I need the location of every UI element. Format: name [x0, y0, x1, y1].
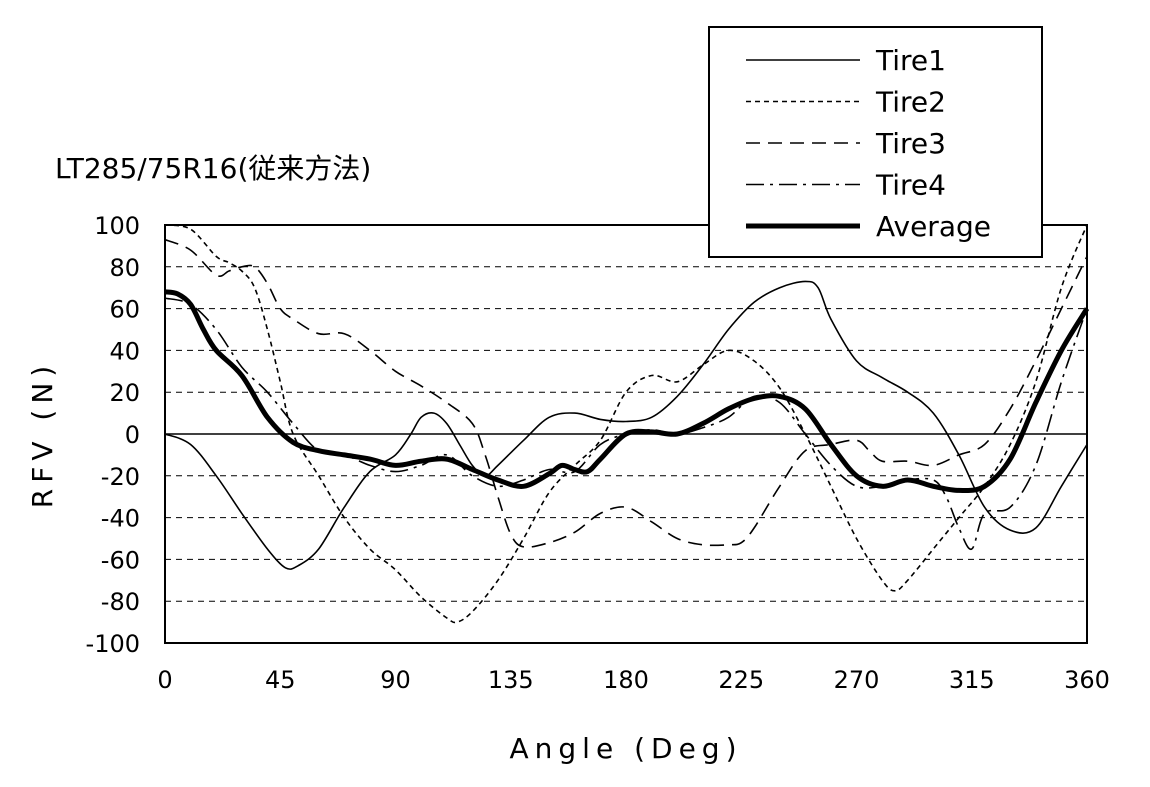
x-tick-label: 45: [265, 666, 296, 694]
y-tick-label: -40: [101, 505, 140, 533]
x-tick-label: 0: [157, 666, 172, 694]
y-tick-label: 60: [109, 296, 140, 324]
legend-label: Tire1: [875, 44, 946, 77]
x-tick-label: 270: [834, 666, 880, 694]
x-tick-label: 90: [380, 666, 411, 694]
x-tick-label: 360: [1064, 666, 1110, 694]
y-tick-label: 100: [94, 212, 140, 240]
legend-label: Tire2: [875, 86, 946, 119]
y-tick-label: 20: [109, 379, 140, 407]
y-tick-label: -60: [101, 546, 140, 574]
x-tick-label: 315: [949, 666, 995, 694]
y-tick-label: -20: [101, 463, 140, 491]
legend-label: Tire4: [875, 169, 946, 202]
legend-label: Average: [876, 210, 991, 243]
chart-title: LT285/75R16(従来方法): [55, 152, 371, 185]
y-tick-labels: 100 80 60 40 20 0 -20 -40 -60 -80 -100: [86, 212, 140, 658]
y-tick-label: -100: [86, 630, 140, 658]
y-tick-label: 80: [109, 254, 140, 282]
x-tick-labels: 0 45 90 135 180 225 270 315 360: [157, 666, 1110, 694]
legend: Tire1 Tire2 Tire3 Tire4 Average: [709, 27, 1042, 257]
x-tick-label: 225: [718, 666, 764, 694]
y-tick-label: 0: [125, 421, 140, 449]
y-tick-label: 40: [109, 337, 140, 365]
y-axis-title: RFV (N): [26, 360, 59, 508]
x-axis-title: Angle (Deg): [510, 732, 743, 765]
x-tick-label: 180: [603, 666, 649, 694]
y-tick-label: -80: [101, 588, 140, 616]
legend-label: Tire3: [875, 127, 946, 160]
x-tick-label: 135: [488, 666, 534, 694]
